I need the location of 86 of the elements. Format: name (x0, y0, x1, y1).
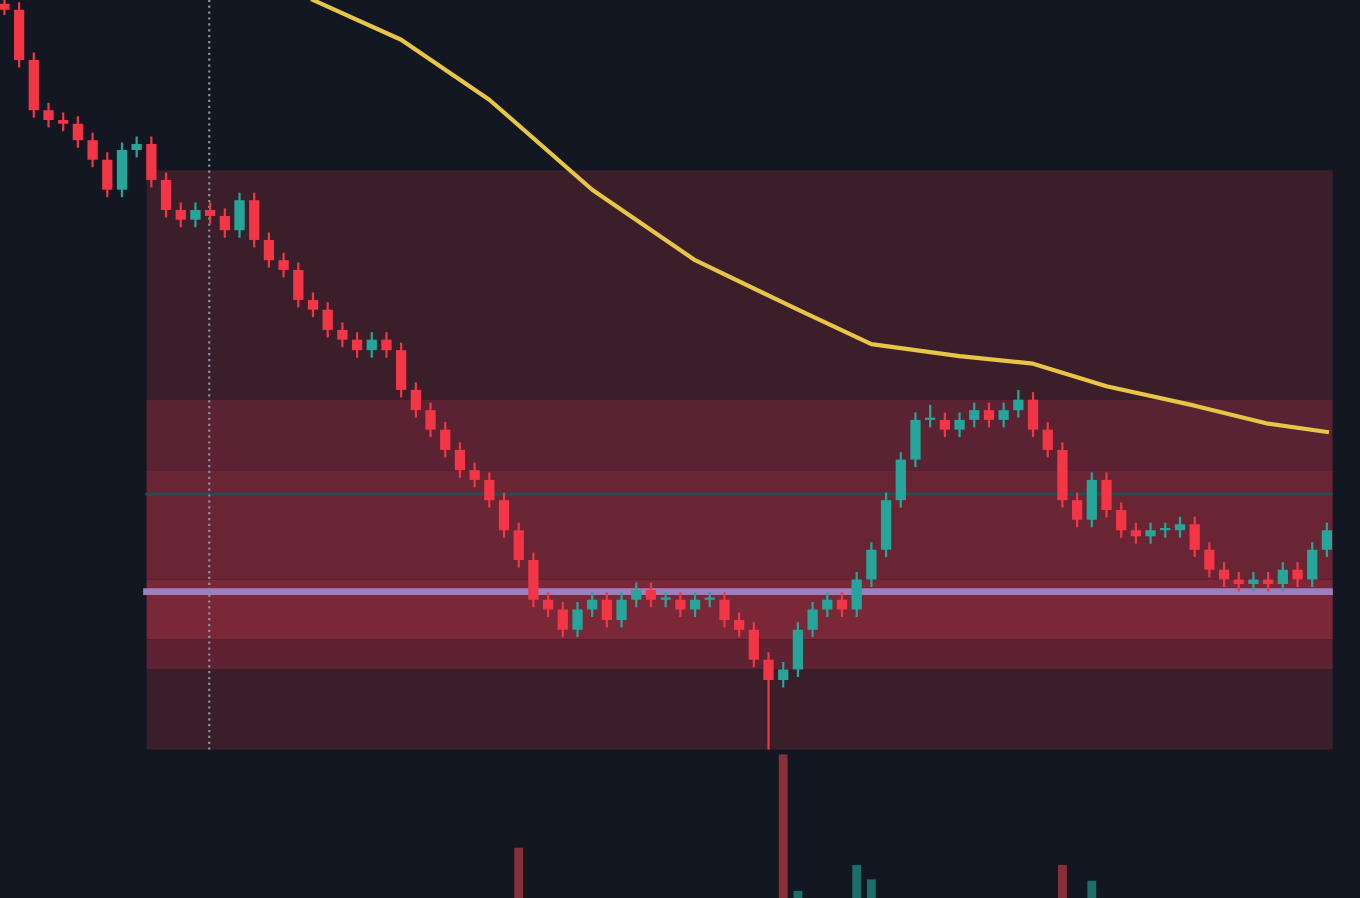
candlestick (1307, 541, 1318, 589)
candlestick (1277, 561, 1288, 593)
candlestick (146, 135, 157, 189)
candlestick (102, 151, 113, 199)
candlestick (190, 201, 201, 229)
candlestick (763, 651, 774, 750)
candlestick (204, 201, 216, 225)
candlestick (807, 601, 818, 639)
candlestick (939, 411, 951, 439)
bar (1058, 864, 1067, 898)
bar (866, 879, 876, 898)
candlestick (1116, 501, 1127, 539)
candlestick (1130, 521, 1142, 545)
candlestick (175, 201, 186, 229)
candlestick (1321, 521, 1333, 559)
candlestick (1145, 521, 1156, 545)
candlestick (528, 551, 539, 609)
candlestick (396, 341, 407, 399)
candlestick (1218, 561, 1230, 589)
candlestick (234, 191, 245, 239)
candlestick (734, 611, 745, 639)
candlestick (851, 571, 862, 619)
candlestick (293, 261, 304, 309)
candlestick (58, 111, 69, 133)
candlestick (1027, 391, 1039, 439)
candlestick (366, 331, 377, 359)
candlestick (278, 251, 289, 279)
bar (514, 847, 524, 898)
candlestick (1204, 541, 1215, 579)
candlestick (87, 131, 98, 169)
candlestick (601, 591, 613, 629)
candlestick (572, 601, 583, 639)
candlestick (719, 591, 730, 629)
candlestick (381, 331, 392, 359)
bar (852, 864, 862, 898)
candlestick (351, 331, 363, 359)
candlestick (72, 115, 84, 149)
candlestick (249, 191, 260, 249)
candlestick (484, 471, 495, 509)
candlestick (675, 591, 686, 619)
candlestick (1248, 571, 1259, 593)
candlestick (1013, 388, 1024, 419)
bar (778, 754, 788, 898)
candlestick (616, 591, 627, 629)
candlestick (1292, 561, 1303, 589)
candlestick (160, 171, 172, 219)
candlestick (440, 421, 451, 459)
candlestick (969, 401, 980, 429)
candlestick (454, 441, 466, 479)
candlestick (792, 621, 804, 679)
candlestick (425, 401, 436, 439)
candlestick (498, 491, 510, 539)
candlestick (689, 591, 701, 619)
candlestick (116, 141, 128, 199)
candlestick (954, 411, 965, 439)
candlestick (410, 381, 421, 419)
candlestick (219, 207, 230, 239)
candlestick (337, 321, 348, 349)
candlestick (895, 451, 906, 509)
candlestick (631, 581, 642, 609)
candlestick (998, 401, 1009, 429)
candlestick (866, 541, 877, 589)
candlestick (322, 301, 333, 339)
candlestick (469, 461, 480, 489)
candlestick (1086, 471, 1097, 529)
candlestick (1071, 491, 1083, 529)
bar (1087, 880, 1097, 898)
candlestick (910, 411, 921, 469)
candlestick (587, 591, 598, 619)
candlestick (983, 401, 995, 429)
candlestick (43, 101, 54, 129)
candlestick (307, 291, 319, 319)
candlestick (748, 621, 759, 669)
candlestick (645, 581, 657, 609)
candlestick (836, 591, 848, 619)
candlestick (778, 660, 789, 689)
candlestick (263, 231, 275, 269)
candlestick (1101, 471, 1112, 519)
candlestick (557, 601, 568, 639)
candlestick (1174, 515, 1186, 539)
candlestick (513, 521, 524, 569)
candlestick (542, 591, 554, 619)
candlestick (131, 135, 142, 159)
candlestick (1042, 421, 1053, 459)
candlestick (822, 591, 833, 619)
candlestick (1189, 515, 1200, 559)
